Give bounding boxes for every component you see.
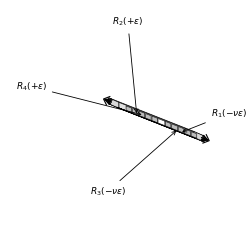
Polygon shape (158, 118, 165, 126)
Polygon shape (117, 107, 153, 121)
Polygon shape (160, 124, 196, 138)
Polygon shape (139, 111, 145, 118)
Polygon shape (109, 98, 119, 108)
Polygon shape (132, 109, 138, 115)
Polygon shape (109, 98, 194, 137)
Polygon shape (165, 121, 171, 128)
Polygon shape (118, 108, 155, 122)
Polygon shape (178, 126, 184, 133)
Text: $R_3(-\nu\varepsilon)$: $R_3(-\nu\varepsilon)$ (89, 131, 176, 198)
Polygon shape (172, 124, 177, 131)
Text: $R_2(+\varepsilon)$: $R_2(+\varepsilon)$ (112, 16, 143, 112)
Polygon shape (185, 129, 190, 136)
Polygon shape (191, 132, 197, 138)
Text: $R_1(-\nu\varepsilon)$: $R_1(-\nu\varepsilon)$ (183, 107, 247, 132)
Polygon shape (157, 123, 194, 138)
Polygon shape (158, 123, 195, 138)
Polygon shape (126, 106, 132, 113)
Polygon shape (119, 108, 155, 122)
Text: $R_4(+\varepsilon)$: $R_4(+\varepsilon)$ (16, 80, 141, 115)
Polygon shape (109, 104, 204, 142)
Polygon shape (194, 131, 204, 142)
Polygon shape (145, 114, 151, 120)
Polygon shape (119, 102, 204, 142)
Polygon shape (153, 121, 160, 124)
Polygon shape (159, 124, 195, 138)
Polygon shape (157, 123, 193, 137)
Polygon shape (120, 108, 156, 123)
Polygon shape (117, 107, 154, 122)
Polygon shape (152, 116, 158, 123)
